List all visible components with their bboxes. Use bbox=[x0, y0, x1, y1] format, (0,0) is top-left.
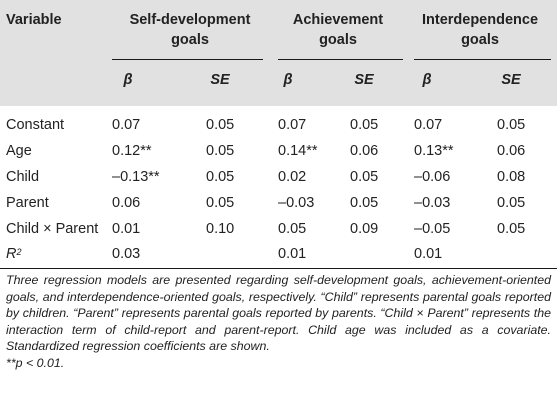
cell-value: –0.03 bbox=[278, 195, 315, 211]
row-label: Age bbox=[6, 143, 32, 159]
header-achievement-line2: goals bbox=[319, 32, 357, 48]
footnote-significance: **p < 0.01. bbox=[6, 355, 551, 372]
cell-value: 0.14** bbox=[278, 143, 318, 159]
cell-value: 0.05 bbox=[278, 221, 307, 237]
subheader-se-2: SE bbox=[354, 72, 374, 88]
row-label: Child bbox=[6, 169, 40, 185]
cell-value: 0.05 bbox=[497, 117, 526, 133]
cell-value: 0.13** bbox=[414, 143, 454, 159]
cell-value: 0.12** bbox=[112, 143, 152, 159]
subheader-beta-2: β bbox=[283, 72, 293, 88]
cell-value: 0.09 bbox=[350, 221, 379, 237]
row-label-r-squared: R2 bbox=[6, 246, 22, 263]
cell-value: 0.05 bbox=[350, 195, 379, 211]
cell-value: 0.06 bbox=[112, 195, 141, 211]
cell-value: 0.05 bbox=[497, 221, 526, 237]
header-self-development-line1: Self-development bbox=[129, 12, 251, 28]
subheader-se-1: SE bbox=[210, 72, 230, 88]
table-header-band bbox=[0, 0, 557, 106]
group-underline-achievement bbox=[278, 59, 403, 60]
cell-value: 0.01 bbox=[112, 221, 141, 237]
group-underline-interdependence bbox=[414, 59, 551, 60]
header-interdependence-line2: goals bbox=[461, 32, 499, 48]
subheader-beta-3: β bbox=[422, 72, 432, 88]
group-underline-self-development bbox=[112, 59, 263, 60]
cell-value: 0.06 bbox=[350, 143, 379, 159]
cell-value: 0.01 bbox=[278, 246, 307, 262]
row-label: Child × Parent bbox=[6, 221, 99, 237]
cell-value: 0.05 bbox=[350, 117, 379, 133]
significance-stars: ** bbox=[6, 355, 16, 370]
cell-value: 0.07 bbox=[414, 117, 443, 133]
footnote-text: Three regression models are presented re… bbox=[6, 273, 551, 354]
table-footnote: Three regression models are presented re… bbox=[6, 272, 551, 372]
cell-value: –0.13** bbox=[112, 169, 160, 185]
cell-value: 0.05 bbox=[206, 143, 235, 159]
cell-value: –0.05 bbox=[414, 221, 451, 237]
r-squared-superscript: 2 bbox=[16, 247, 22, 257]
cell-value: 0.08 bbox=[497, 169, 526, 185]
cell-value: 0.06 bbox=[497, 143, 526, 159]
cell-value: 0.05 bbox=[206, 169, 235, 185]
cell-value: 0.10 bbox=[206, 221, 235, 237]
cell-value: 0.05 bbox=[497, 195, 526, 211]
cell-value: 0.02 bbox=[278, 169, 307, 185]
significance-text: p < 0.01. bbox=[15, 355, 65, 370]
header-achievement-line1: Achievement bbox=[292, 12, 384, 28]
cell-value: 0.03 bbox=[112, 246, 141, 262]
row-label: Constant bbox=[6, 117, 65, 133]
header-self-development-line2: goals bbox=[171, 32, 209, 48]
cell-value: 0.07 bbox=[278, 117, 307, 133]
cell-value: –0.03 bbox=[414, 195, 451, 211]
cell-value: 0.05 bbox=[350, 169, 379, 185]
subheader-beta-1: β bbox=[123, 72, 133, 88]
cell-value: –0.06 bbox=[414, 169, 451, 185]
cell-value: 0.07 bbox=[112, 117, 141, 133]
cell-value: 0.01 bbox=[414, 246, 443, 262]
subheader-se-3: SE bbox=[501, 72, 521, 88]
row-label: Parent bbox=[6, 195, 49, 211]
cell-value: 0.05 bbox=[206, 117, 235, 133]
header-variable: Variable bbox=[6, 12, 62, 28]
r-squared-base: R bbox=[6, 246, 17, 262]
cell-value: 0.05 bbox=[206, 195, 235, 211]
header-interdependence-line1: Interdependence bbox=[421, 12, 539, 28]
table-bottom-rule bbox=[0, 268, 557, 269]
